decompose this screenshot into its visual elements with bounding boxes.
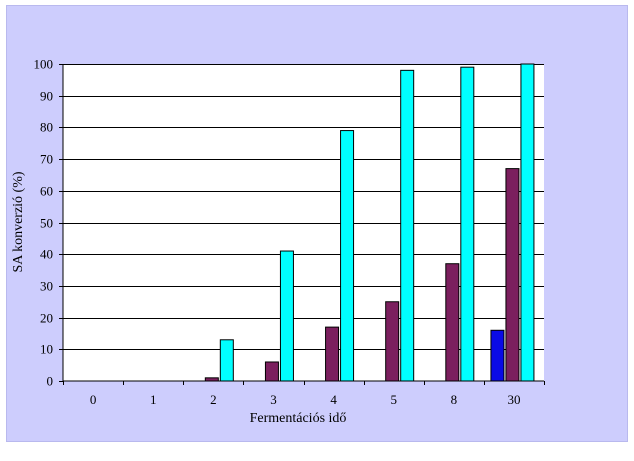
bar <box>219 339 234 382</box>
bar <box>520 63 535 382</box>
y-tick-label: 50 <box>40 216 53 231</box>
y-tick-label: 100 <box>34 57 54 72</box>
bars <box>204 63 535 382</box>
y-axis-title: SA konverzió (%) <box>11 171 26 272</box>
y-tick-label: 0 <box>47 374 54 389</box>
bar <box>460 66 475 382</box>
bar <box>505 168 520 382</box>
y-tick-label: 10 <box>40 342 53 357</box>
bar <box>325 326 340 382</box>
x-axis-ticks: 0 1 2 3 4 5 8 30 <box>63 381 545 407</box>
y-tick-label: 90 <box>40 89 53 104</box>
y-tick-label: 60 <box>40 184 53 199</box>
y-tick-label: 80 <box>40 120 53 135</box>
x-tick-label: 0 <box>90 392 97 407</box>
x-tick-label: 1 <box>150 392 157 407</box>
x-tick-label: 2 <box>210 392 217 407</box>
bar <box>445 263 460 382</box>
bar <box>490 329 505 382</box>
x-tick-label: 30 <box>507 392 520 407</box>
bar <box>400 69 415 382</box>
y-axis-ticks: 0 10 20 30 40 50 60 70 80 90 100 <box>34 57 63 389</box>
bar <box>279 250 294 382</box>
y-tick-label: 70 <box>40 152 53 167</box>
bar <box>264 361 279 382</box>
y-tick-label: 40 <box>40 247 53 262</box>
bar <box>340 130 355 382</box>
x-axis-title: Fermentációs idő <box>250 411 347 426</box>
x-tick-label: 4 <box>330 392 337 407</box>
y-tick-label: 20 <box>40 311 53 326</box>
y-tick-label: 30 <box>40 279 53 294</box>
x-tick-label: 8 <box>451 392 458 407</box>
bar <box>385 301 400 382</box>
x-tick-label: 3 <box>270 392 277 407</box>
x-tick-label: 5 <box>390 392 397 407</box>
